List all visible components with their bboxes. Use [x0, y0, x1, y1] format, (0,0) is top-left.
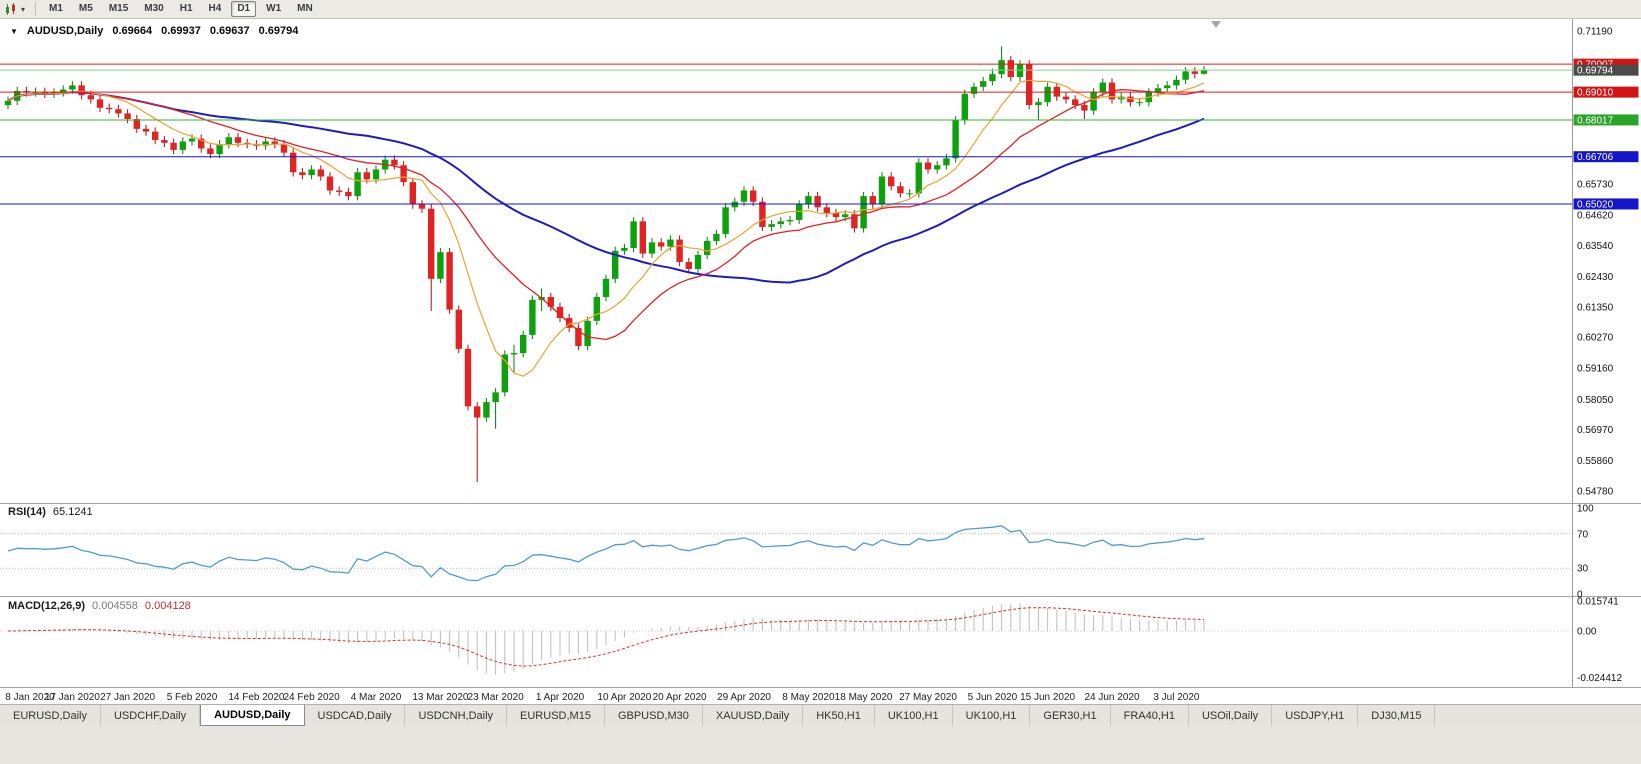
svg-text:5 Feb 2020: 5 Feb 2020	[167, 692, 218, 703]
svg-text:4 Mar 2020: 4 Mar 2020	[351, 692, 402, 703]
svg-text:0.66706: 0.66706	[1577, 152, 1614, 163]
chart-tab-uk100-h1[interactable]: UK100,H1	[875, 705, 953, 726]
svg-text:0.71190: 0.71190	[1577, 27, 1613, 38]
price-tag-0.65020: 0.65020	[1573, 198, 1639, 210]
svg-text:14 Feb 2020: 14 Feb 2020	[228, 692, 285, 703]
svg-text:23 Mar 2020: 23 Mar 2020	[468, 692, 525, 703]
toolbar-separator	[35, 2, 37, 16]
svg-text:0.62430: 0.62430	[1577, 272, 1614, 283]
chart-tab-fra40-h1[interactable]: FRA40,H1	[1111, 705, 1189, 726]
timeframe-button-m1[interactable]: M1	[49, 3, 63, 14]
svg-text:0.63540: 0.63540	[1577, 241, 1614, 252]
toolbar: ▾ M1 M5 M15 M30 H1 H4 D1 W1 MN	[0, 0, 1641, 19]
svg-text:3 Jul 2020: 3 Jul 2020	[1153, 692, 1200, 703]
svg-text:0.59160: 0.59160	[1577, 364, 1614, 375]
chevron-down-icon: ▾	[21, 4, 26, 14]
ma-medium-line	[7, 89, 1205, 341]
ma-fast-line	[7, 79, 1205, 377]
svg-text:5 Jun 2020: 5 Jun 2020	[968, 692, 1018, 703]
macd-signal-line	[7, 607, 1205, 667]
price-tag-0.68017: 0.68017	[1573, 114, 1639, 126]
svg-text:30: 30	[1577, 564, 1589, 575]
timeframe-button-mn[interactable]: MN	[297, 3, 313, 14]
svg-text:24 Jun 2020: 24 Jun 2020	[1084, 692, 1139, 703]
svg-text:24 Feb 2020: 24 Feb 2020	[284, 692, 341, 703]
timeframe-button-m5[interactable]: M5	[78, 3, 93, 14]
chart-canvas[interactable]: 0.71190 0.65730 0.64620 0.63540 0.62430 0.613…	[0, 19, 1641, 704]
dropdown-triangle-icon[interactable]: ▼	[10, 26, 18, 36]
price-tag-0.69010: 0.69010	[1573, 86, 1639, 99]
chart-tab-hk50-h1[interactable]: HK50,H1	[803, 705, 875, 726]
svg-text:0.56970: 0.56970	[1577, 425, 1614, 436]
svg-text:27 Jan 2020: 27 Jan 2020	[100, 692, 155, 703]
chart-tab-usoil-daily[interactable]: USOil,Daily	[1189, 705, 1273, 726]
price-axis[interactable]: 0.71190 0.65730 0.64620 0.63540 0.62430 0.613…	[1577, 27, 1614, 498]
svg-text:0.015741: 0.015741	[1577, 597, 1619, 608]
svg-text:10 Apr 2020: 10 Apr 2020	[597, 692, 651, 703]
chart-tab-ger30-h1[interactable]: GER30,H1	[1030, 705, 1111, 726]
window-background	[0, 726, 1641, 764]
ma-slow-line	[7, 91, 1205, 284]
timeframe-button-d1[interactable]: D1	[231, 1, 257, 17]
rsi-axis[interactable]: 100 70 30 0	[1577, 504, 1594, 601]
timeframe-button-h1[interactable]: H1	[179, 3, 193, 14]
svg-text:15 Jun 2020: 15 Jun 2020	[1020, 692, 1075, 703]
chart-shift-marker	[1211, 21, 1221, 28]
svg-text:8 Jan 2020: 8 Jan 2020	[5, 692, 55, 703]
svg-text:0.69794: 0.69794	[1577, 66, 1614, 77]
svg-text:0.54780: 0.54780	[1577, 487, 1614, 498]
svg-text:0.00: 0.00	[1577, 627, 1597, 638]
svg-text:0.55860: 0.55860	[1577, 456, 1614, 467]
timeframe-button-m30[interactable]: M30	[144, 3, 164, 14]
macd-axis[interactable]: 0.015741 0.00 -0.024412	[1577, 597, 1622, 684]
svg-text:1 Apr 2020: 1 Apr 2020	[536, 692, 585, 703]
chart-tab-xauusd-daily[interactable]: XAUUSD,Daily	[703, 705, 804, 726]
chart-tab-eurusd-daily[interactable]: EURUSD,Daily	[0, 705, 101, 726]
svg-text:20 Apr 2020: 20 Apr 2020	[653, 692, 707, 703]
svg-text:27 May 2020: 27 May 2020	[899, 692, 957, 703]
chart-tab-usdjpy-h1[interactable]: USDJPY,H1	[1272, 705, 1359, 726]
svg-text:0.69010: 0.69010	[1577, 88, 1614, 99]
svg-text:0.61350: 0.61350	[1577, 302, 1614, 313]
timeframe-button-h4[interactable]: H4	[208, 3, 222, 14]
svg-text:0.65020: 0.65020	[1577, 199, 1614, 210]
chart-tab-bar: EURUSD,Daily USDCHF,Daily AUDUSD,Daily USDC…	[0, 704, 1641, 726]
svg-text:0.68017: 0.68017	[1577, 115, 1614, 126]
timeframe-toolbar: M1 M5 M15 M30 H1 H4 D1 W1 MN	[41, 1, 321, 17]
svg-text:18 May 2020: 18 May 2020	[835, 692, 893, 703]
svg-text:-0.024412: -0.024412	[1577, 673, 1622, 684]
candlestick-chart-icon	[6, 2, 15, 15]
svg-text:0.58050: 0.58050	[1577, 395, 1614, 406]
chart-window[interactable]: 0.71190 0.65730 0.64620 0.63540 0.62430 0.613…	[0, 19, 1641, 704]
chart-tab-uk100-h1[interactable]: UK100,H1	[953, 705, 1031, 726]
svg-text:0.60270: 0.60270	[1577, 333, 1614, 344]
chart-tab-gbpusd-m30[interactable]: GBPUSD,M30	[605, 705, 703, 726]
chart-tab-eurusd-m15[interactable]: EURUSD,M15	[507, 705, 605, 726]
chart-tab-audusd-daily[interactable]: AUDUSD,Daily	[200, 705, 305, 726]
price-tag-0.66706: 0.66706	[1573, 151, 1639, 163]
macd-histogram	[16, 603, 1205, 675]
timeframe-button-w1[interactable]: W1	[266, 3, 282, 14]
svg-text:8 May 2020: 8 May 2020	[782, 692, 835, 703]
svg-text:70: 70	[1577, 529, 1589, 540]
current-price-tag: 0.69794	[1573, 64, 1639, 77]
svg-text:100: 100	[1577, 504, 1594, 515]
chart-tab-usdcad-daily[interactable]: USDCAD,Daily	[305, 705, 406, 726]
chart-tab-usdchf-daily[interactable]: USDCHF,Daily	[101, 705, 201, 726]
svg-text:17 Jan 2020: 17 Jan 2020	[45, 692, 100, 703]
chart-tab-usdcnh-daily[interactable]: USDCNH,Daily	[405, 705, 508, 726]
timeframe-button-m15[interactable]: M15	[108, 3, 129, 14]
svg-text:13 Mar 2020: 13 Mar 2020	[412, 692, 469, 703]
rsi-line	[7, 525, 1205, 582]
chart-tab-dj30-m15[interactable]: DJ30,M15	[1358, 705, 1436, 726]
chart-type-dropdown[interactable]: ▾	[4, 2, 26, 16]
svg-text:29 Apr 2020: 29 Apr 2020	[717, 692, 771, 703]
svg-text:0.64620: 0.64620	[1577, 211, 1614, 222]
svg-text:0: 0	[1577, 590, 1583, 601]
svg-text:0.65730: 0.65730	[1577, 180, 1614, 191]
